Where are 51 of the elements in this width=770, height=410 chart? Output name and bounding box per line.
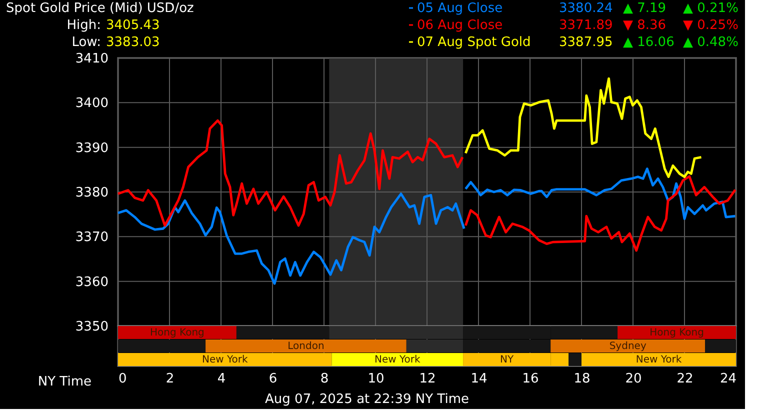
- x-tick-label: 24: [720, 372, 736, 386]
- legend-label: 06 Aug Close: [417, 18, 503, 33]
- y-tick-label: 3390: [75, 140, 108, 156]
- y-tick-label: 3380: [75, 186, 108, 200]
- text: ▼ 8.36: [623, 18, 666, 33]
- text: 3371.89: [559, 18, 613, 33]
- chart-title: Spot Gold Price (Mid) USD/oz: [6, 1, 194, 16]
- y-tick-label: 3400: [75, 96, 108, 112]
- x-tick-label: 14: [470, 372, 488, 386]
- x-tick-label: 22: [676, 372, 694, 386]
- text: ▲ 0.48%: [683, 35, 738, 50]
- bar: [332, 353, 464, 366]
- text: ▲ 16.06: [623, 35, 674, 50]
- text: Low:: [72, 35, 101, 50]
- x-tick-label: 4: [217, 372, 226, 386]
- text: 3383.03: [106, 35, 160, 50]
- bar: [206, 340, 406, 352]
- text: ▲ 0.21%: [683, 1, 738, 16]
- text: Aug 07, 2025 at 22:39 NY Time: [265, 392, 469, 407]
- x-tick-label: 2: [166, 372, 174, 386]
- data-label: New York: [636, 354, 682, 366]
- x-tick-label: 20: [625, 372, 642, 386]
- x-tick-label: 18: [574, 372, 590, 386]
- x-tick-label: 8: [320, 372, 329, 386]
- x-tick-label: 10: [368, 372, 384, 386]
- legend-label: 07 Aug Spot Gold: [417, 35, 531, 50]
- data-label: Sydney: [609, 341, 646, 352]
- data-label: Hong Kong: [650, 327, 704, 338]
- text: 3387.95: [559, 35, 613, 50]
- text: High:: [66, 18, 101, 33]
- data-label: Hong Kong: [150, 327, 204, 338]
- x-tick-label: 16: [522, 372, 539, 386]
- y-tick-label: 3370: [75, 230, 108, 246]
- x-tick-label: 6: [268, 372, 278, 386]
- x-tick-label: 0: [118, 372, 127, 386]
- line-series: [464, 77, 702, 178]
- data-label: New York: [202, 354, 248, 366]
- x-axis-title: NY Time: [38, 374, 92, 390]
- text: ▲ 7.19: [623, 1, 666, 16]
- bar: [568, 353, 582, 366]
- y-tick-label: 3360: [75, 274, 108, 290]
- data-label: London: [288, 341, 324, 352]
- text: ▼ 0.25%: [683, 18, 738, 33]
- y-tick-label: 3410: [75, 52, 108, 66]
- text: 3405.43: [106, 18, 160, 33]
- data-label: NY: [500, 354, 515, 366]
- data-label: New York: [374, 354, 420, 366]
- y-tick-label: 3350: [75, 320, 108, 334]
- x-tick-label: 12: [419, 372, 436, 386]
- text: 3380.24: [559, 1, 613, 16]
- legend-label: 05 Aug Close: [417, 1, 503, 16]
